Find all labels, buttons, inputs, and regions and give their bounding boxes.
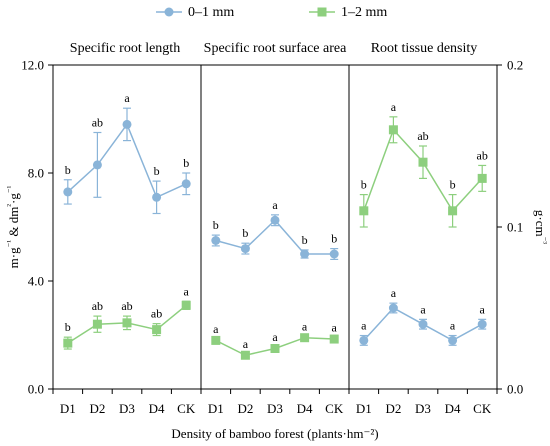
panel-title-1: Specific root surface area <box>204 41 347 56</box>
significance-label: a <box>480 302 486 316</box>
data-point <box>92 160 102 170</box>
legend-item-0: 0–1 mm <box>156 5 234 20</box>
significance-label: a <box>272 330 278 344</box>
x-tick-label: CK <box>177 401 196 416</box>
y-left-tick-label: 12.0 <box>21 58 44 73</box>
significance-label: a <box>272 198 278 212</box>
data-point <box>477 319 487 329</box>
significance-label: b <box>450 178 456 192</box>
x-tick-label: D4 <box>297 401 313 416</box>
significance-label: b <box>242 226 248 240</box>
significance-label: a <box>420 302 426 316</box>
data-point <box>418 319 428 329</box>
x-tick-label: D3 <box>119 401 135 416</box>
data-point <box>329 249 339 259</box>
x-tick-label: D2 <box>385 401 401 416</box>
x-tick-label: D1 <box>356 401 372 416</box>
data-point <box>388 125 398 135</box>
x-tick-label: D1 <box>208 401 224 416</box>
significance-label: b <box>213 218 219 232</box>
x-tick-label: D4 <box>445 401 461 416</box>
x-tick-label: D2 <box>89 401 105 416</box>
data-point <box>270 344 280 353</box>
x-axis-title: Density of bamboo forest (plants·hm⁻²) <box>171 426 378 441</box>
y-left-tick-label: 8.0 <box>28 166 44 181</box>
significance-label: a <box>391 100 397 114</box>
significance-label: a <box>361 319 367 333</box>
legend-label-0: 0–1 mm <box>188 5 234 20</box>
data-point <box>448 335 458 345</box>
significance-label: ab <box>151 307 162 321</box>
x-tick-label: CK <box>473 401 492 416</box>
y-left-tick-label: 0.0 <box>28 382 44 397</box>
significance-label: b <box>361 178 367 192</box>
significance-label: a <box>243 337 249 351</box>
panel-title-2: Root tissue density <box>371 41 478 56</box>
x-tick-label: D1 <box>60 401 76 416</box>
significance-label: b <box>183 156 189 170</box>
data-point <box>211 335 221 345</box>
significance-label: ab <box>121 299 132 313</box>
data-point <box>270 215 280 225</box>
legend-marker-0 <box>164 7 174 17</box>
significance-label: b <box>154 164 160 178</box>
data-point <box>181 179 191 189</box>
data-point <box>122 119 132 129</box>
legend-marker-1 <box>317 7 327 17</box>
data-point <box>300 249 310 259</box>
data-point <box>63 187 73 197</box>
data-point <box>329 334 339 344</box>
significance-label: a <box>184 284 190 298</box>
significance-label: b <box>302 233 308 247</box>
legend-item-1: 1–2 mm <box>309 5 387 20</box>
data-point <box>240 350 250 360</box>
significance-label: b <box>65 163 71 177</box>
y-axis-right-title: g·cm⁻³ <box>533 210 549 244</box>
significance-label: a <box>332 321 338 335</box>
data-point <box>477 173 487 183</box>
data-point <box>300 333 310 343</box>
significance-label: ab <box>477 148 488 162</box>
significance-label: ab <box>92 299 103 313</box>
significance-label: a <box>450 319 456 333</box>
legend-label-1: 1–2 mm <box>341 5 387 20</box>
x-tick-label: CK <box>325 401 344 416</box>
significance-label: a <box>302 319 308 333</box>
significance-label: ab <box>417 129 428 143</box>
y-right-tick-label: 0.1 <box>507 220 523 235</box>
data-point <box>359 335 369 345</box>
data-point <box>152 192 162 202</box>
significance-label: a <box>124 91 130 105</box>
data-point <box>359 206 369 216</box>
significance-label: b <box>65 320 71 334</box>
y-axis-left-title: m·g⁻¹ & dm²·g⁻¹ <box>5 185 21 268</box>
axes-layer: 0.0 4.0 8.0 12.0 0.0 0.1 0.2 D1 D2 D3 D4 CK D1 D2 D3 D4… <box>21 58 523 417</box>
data-point <box>92 319 102 329</box>
legend: 0–1 mm 1–2 mm <box>156 5 387 20</box>
data-point <box>211 236 221 245</box>
y-right-tick-label: 0.2 <box>507 58 523 73</box>
x-tick-label: D2 <box>237 401 253 416</box>
significance-label: a <box>213 322 219 336</box>
significance-label: a <box>391 286 397 300</box>
data-point <box>152 325 162 335</box>
panel-title-0: Specific root length <box>70 41 180 56</box>
data-point <box>240 244 250 254</box>
x-tick-label: D3 <box>267 401 283 416</box>
data-point <box>388 303 398 313</box>
data-point <box>448 206 458 216</box>
data-point <box>181 300 191 310</box>
data-point <box>122 318 132 328</box>
data-point <box>418 157 428 167</box>
y-left-tick-label: 4.0 <box>28 274 44 289</box>
x-tick-label: D4 <box>149 401 165 416</box>
x-tick-label: D3 <box>415 401 431 416</box>
y-right-tick-label: 0.0 <box>507 382 523 397</box>
significance-label: ab <box>92 116 103 130</box>
data-point <box>63 338 73 348</box>
significance-label: b <box>331 232 337 246</box>
